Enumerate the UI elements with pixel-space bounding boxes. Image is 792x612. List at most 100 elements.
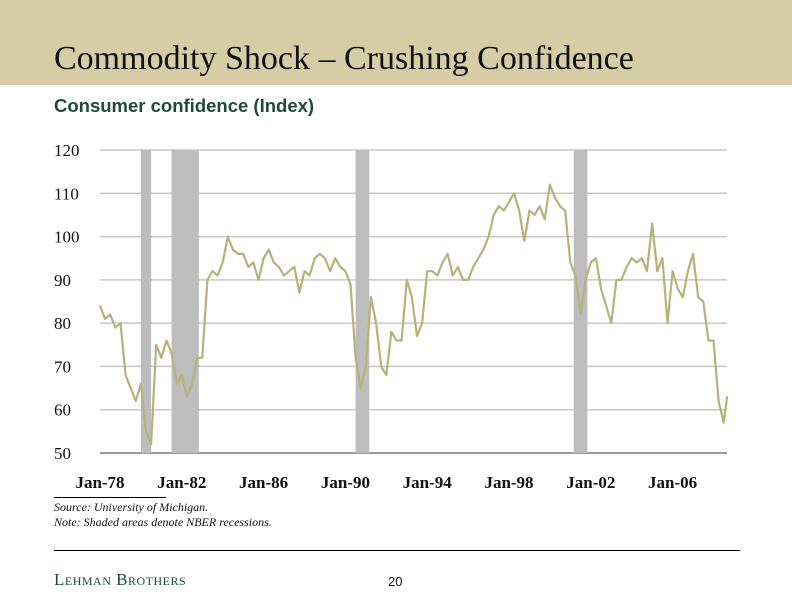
data-point xyxy=(211,270,214,273)
data-point xyxy=(334,257,336,260)
data-point xyxy=(671,270,674,273)
recession-band xyxy=(140,150,152,453)
data-point xyxy=(344,270,347,273)
data-point xyxy=(416,335,418,337)
data-point xyxy=(518,209,521,212)
data-point xyxy=(574,274,577,277)
data-point xyxy=(370,296,372,298)
data-point xyxy=(651,222,653,225)
data-point xyxy=(508,201,510,203)
x-tick-label: Jan-06 xyxy=(648,473,697,492)
data-point xyxy=(697,296,699,298)
data-point xyxy=(497,205,500,208)
data-point xyxy=(431,270,434,273)
x-tick-label: Jan-90 xyxy=(321,473,370,492)
data-point xyxy=(278,266,280,268)
data-point xyxy=(196,356,198,359)
data-point xyxy=(329,270,331,273)
data-point xyxy=(242,253,244,255)
data-point xyxy=(303,270,306,273)
data-point xyxy=(349,283,352,285)
data-point xyxy=(610,322,613,324)
data-point xyxy=(150,443,152,446)
data-point xyxy=(155,343,158,346)
data-point xyxy=(615,279,618,281)
data-point xyxy=(124,374,127,376)
data-point xyxy=(702,300,705,303)
data-point xyxy=(441,261,444,264)
data-point xyxy=(140,382,142,385)
y-tick-label: 120 xyxy=(54,141,80,160)
data-point xyxy=(579,313,582,316)
y-tick-label: 110 xyxy=(54,184,79,203)
data-point xyxy=(625,266,628,268)
y-tick-label: 90 xyxy=(54,271,71,290)
data-point xyxy=(257,279,260,281)
data-point xyxy=(641,257,643,260)
source-note: Source: University of Michigan. xyxy=(54,500,209,514)
data-point xyxy=(298,292,301,294)
data-point xyxy=(554,196,556,199)
data-point xyxy=(186,395,188,398)
data-point xyxy=(273,261,275,264)
data-point xyxy=(385,374,388,376)
data-point xyxy=(457,266,459,268)
data-point xyxy=(283,274,285,277)
data-point xyxy=(365,365,367,368)
data-point xyxy=(590,261,592,264)
data-point xyxy=(538,205,541,208)
data-point xyxy=(400,339,403,342)
data-point xyxy=(523,240,526,242)
data-point xyxy=(543,218,546,221)
data-point xyxy=(221,261,224,264)
data-point xyxy=(687,270,689,273)
page-number: 20 xyxy=(388,574,403,589)
data-point xyxy=(600,287,602,290)
y-tick-label: 100 xyxy=(54,228,80,247)
data-point xyxy=(661,257,664,260)
x-tick-label: Jan-02 xyxy=(566,473,615,492)
data-point xyxy=(630,257,633,260)
data-point xyxy=(175,382,178,385)
y-tick-label: 80 xyxy=(54,314,71,333)
data-point xyxy=(722,421,725,424)
data-point xyxy=(605,305,607,307)
data-point xyxy=(201,356,204,359)
confidence-chart: 50 60 70 80 90 100 110 120 Jan-78 Jan-82 Jan-86 Jan… xyxy=(54,141,729,492)
x-tick-label: Jan-82 xyxy=(157,473,206,492)
data-point xyxy=(620,279,623,281)
data-point xyxy=(692,253,694,255)
data-point xyxy=(308,274,311,277)
data-point xyxy=(462,279,464,281)
source-divider xyxy=(54,497,166,498)
data-point xyxy=(451,274,454,277)
data-point xyxy=(717,400,720,402)
data-point xyxy=(395,339,398,342)
data-point xyxy=(237,253,239,255)
data-point xyxy=(313,257,316,260)
data-point xyxy=(528,209,531,212)
data-point xyxy=(421,322,423,324)
x-tick-label: Jan-94 xyxy=(403,473,453,492)
data-point xyxy=(487,235,490,238)
data-point xyxy=(252,261,255,264)
data-point xyxy=(227,235,229,238)
data-point xyxy=(288,270,290,273)
data-point xyxy=(170,352,173,355)
recession-band xyxy=(573,150,588,453)
recession-note: Note: Shaded areas denote NBER recession… xyxy=(54,515,272,529)
recession-band xyxy=(355,150,370,453)
data-point xyxy=(646,270,648,273)
data-point xyxy=(513,192,515,195)
data-point xyxy=(405,279,408,281)
data-point xyxy=(119,322,122,324)
data-point xyxy=(712,339,715,342)
data-point xyxy=(636,261,638,264)
data-point xyxy=(426,270,429,273)
data-point xyxy=(216,274,219,277)
y-tick-label: 50 xyxy=(54,444,71,463)
data-point xyxy=(375,322,377,324)
data-point xyxy=(129,387,132,389)
data-point xyxy=(293,266,296,268)
data-point xyxy=(134,400,137,402)
